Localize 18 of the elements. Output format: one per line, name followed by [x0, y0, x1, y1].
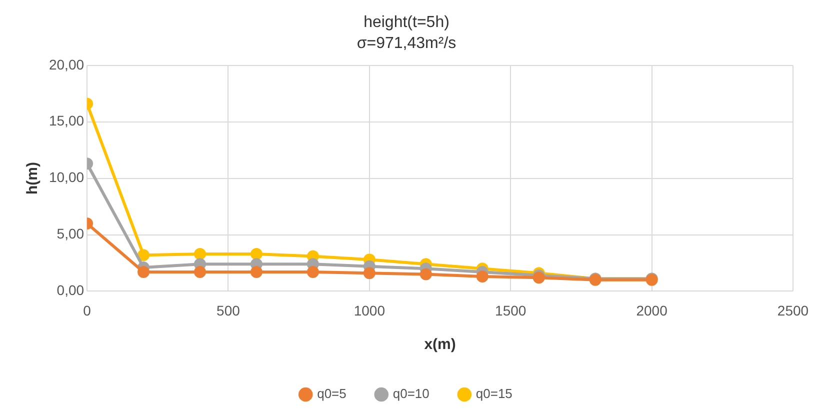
x-tick-label: 1500: [495, 302, 526, 318]
y-tick-label: 20,00: [48, 56, 84, 72]
x-tick-label: 1000: [354, 302, 386, 318]
x-tick-label: 2500: [777, 302, 809, 318]
chart-title: height(t=5h): [364, 14, 450, 32]
chart-subtitle: σ=971,43m²/s: [356, 35, 456, 52]
y-tick-label: 0,00: [56, 282, 84, 298]
x-tick-label: 0: [83, 302, 92, 318]
x-axis-title: x(m): [424, 336, 456, 354]
x-tick-label: 500: [216, 302, 240, 318]
legend-label: q0=15: [476, 386, 512, 402]
y-tick-label: 15,00: [48, 112, 84, 129]
y-tick-label: 10,00: [48, 169, 84, 186]
legend-label: q0=5: [317, 386, 346, 402]
x-tick-label: 2000: [636, 302, 668, 318]
legend-label: q0=10: [392, 386, 430, 402]
y-axis-title: h(m): [24, 162, 42, 195]
y-tick-label: 5,00: [56, 226, 84, 242]
